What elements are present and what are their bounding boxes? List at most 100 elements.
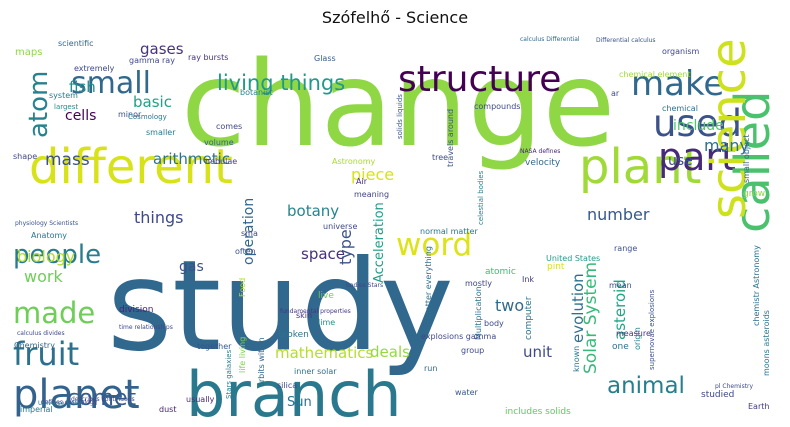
word-velocity: velocity bbox=[525, 158, 561, 168]
word-living-things: living things bbox=[217, 71, 345, 95]
word-universe: universe bbox=[323, 222, 357, 231]
word-atomic: atomic bbox=[485, 267, 516, 277]
page-title: Szófelhő - Science bbox=[321, 8, 469, 27]
word-united-states: United States bbox=[546, 254, 600, 263]
word-asteroid: asteroid bbox=[611, 279, 629, 340]
word-chemical-element: chemical element bbox=[619, 70, 690, 79]
word-organism: organism bbox=[662, 47, 699, 56]
word-volume: volume bbox=[204, 138, 234, 147]
word-body: body bbox=[484, 319, 504, 328]
word-word: word bbox=[396, 227, 472, 263]
word-comet: comet bbox=[67, 386, 137, 411]
word-measure: measure bbox=[616, 329, 651, 338]
word-botanist: botanist bbox=[240, 88, 273, 97]
word-evolution: evolution bbox=[569, 273, 587, 343]
word-largest: largest bbox=[54, 103, 78, 111]
word-live: live bbox=[318, 291, 334, 301]
word-type: type bbox=[336, 229, 355, 265]
word-ar: ar bbox=[611, 89, 620, 98]
word-different: different bbox=[29, 139, 233, 195]
word-lime: lime bbox=[318, 318, 335, 327]
word-tree: tree bbox=[432, 153, 448, 162]
word-universe-nasa: Universe NASA bbox=[38, 400, 84, 407]
word-mostly: mostly bbox=[465, 279, 492, 288]
word-gamma-ray: gamma ray bbox=[129, 56, 175, 65]
word-time-relationships: time relationships bbox=[119, 324, 173, 331]
word-acceleration: Acceleration bbox=[372, 202, 387, 283]
word-pint: pint bbox=[547, 262, 565, 272]
word-travels-around: travels around bbox=[446, 109, 455, 167]
word-orbits-within: orbits within bbox=[257, 337, 266, 387]
word-calculus-differential: calculus Differential bbox=[520, 36, 580, 43]
word-matter-everything: matter everything bbox=[424, 246, 433, 319]
word-botany: botany bbox=[287, 202, 339, 220]
word-animal: animal bbox=[607, 373, 685, 399]
word-range: range bbox=[614, 244, 637, 253]
word-small: small bbox=[71, 66, 151, 101]
word-gas: gas bbox=[179, 259, 204, 275]
word-maps: maps bbox=[15, 47, 42, 58]
word-make: make bbox=[631, 64, 724, 104]
word-includes-solids: includes solids bbox=[505, 407, 571, 417]
word-multiplication: Multiplication bbox=[474, 286, 483, 340]
word-explosions-gamma: explosions gamma bbox=[421, 332, 496, 341]
word-chemical: chemical bbox=[662, 104, 698, 113]
word-many: many bbox=[704, 136, 749, 155]
word-chemistr-astronomy: chemistr Astronomy bbox=[752, 245, 761, 326]
word-origin: origin bbox=[633, 327, 642, 350]
word-describes-continuous: describes continuous bbox=[71, 396, 135, 403]
word-use: use bbox=[668, 153, 693, 169]
word-meaning: meaning bbox=[354, 190, 389, 199]
word-calculus-divides: calculus divides bbox=[17, 330, 65, 337]
word-part: part bbox=[658, 135, 736, 179]
word-silica: silica bbox=[277, 381, 297, 390]
word-dust: dust bbox=[159, 405, 176, 414]
word-sma: sma bbox=[241, 229, 258, 238]
word-cells: cells bbox=[65, 108, 96, 124]
word-made: made bbox=[13, 296, 95, 330]
word-cloud: change study branch structure different plant… bbox=[11, 33, 775, 419]
word-scientific: scientific bbox=[58, 39, 94, 48]
word-space: space bbox=[301, 245, 345, 263]
word-together: together bbox=[197, 342, 232, 351]
word-work: work bbox=[24, 267, 63, 286]
word-earth: Earth bbox=[748, 402, 769, 411]
word-defines-cosmology: defines cosmology bbox=[41, 399, 98, 406]
word-life-living: life living bbox=[238, 337, 247, 373]
word-group: group bbox=[461, 346, 484, 355]
word-used: used bbox=[653, 102, 742, 145]
word-biology: biology bbox=[17, 247, 75, 266]
word-food: Food bbox=[238, 278, 247, 297]
word-physiology-scientists: physiology Scientists bbox=[15, 220, 78, 227]
word-division: division bbox=[119, 305, 153, 315]
word-mass: mass bbox=[45, 150, 90, 170]
word-usually: usually bbox=[186, 395, 215, 404]
word-sun: Sun bbox=[287, 395, 312, 410]
word-deals: deals bbox=[370, 343, 410, 361]
word-inner-solar: inner solar bbox=[294, 367, 337, 376]
word-unit: unit bbox=[523, 343, 552, 361]
word-system: system bbox=[49, 91, 78, 100]
word-arithmetic: arithmetic bbox=[153, 150, 230, 168]
word-chemistry: Chemistry bbox=[14, 341, 55, 350]
word-two: two bbox=[495, 296, 524, 315]
word-often: often bbox=[235, 247, 256, 256]
word-minor: minor bbox=[118, 110, 142, 119]
word-imperial: imperial bbox=[20, 405, 53, 414]
word-planet: planet bbox=[13, 372, 140, 418]
word-mean: mean bbox=[609, 281, 632, 290]
word-structure: structure bbox=[398, 59, 561, 100]
word-basic: basic bbox=[133, 93, 172, 111]
word-science: science bbox=[701, 38, 757, 219]
word-anatomy: Anatomy bbox=[31, 231, 67, 240]
word-fruit: fruit bbox=[13, 335, 79, 373]
word-things: things bbox=[134, 208, 184, 227]
word-solids-liquids: solids liquids bbox=[396, 94, 404, 139]
word-called: called bbox=[725, 91, 775, 233]
word-grow: grow bbox=[743, 189, 765, 199]
word-people: people bbox=[13, 240, 101, 270]
word-pl-chemistry: pl Chemistry bbox=[715, 383, 754, 390]
word-shape: shape bbox=[13, 152, 37, 161]
word-broken: broken bbox=[278, 330, 309, 340]
word-include: include bbox=[673, 118, 724, 134]
